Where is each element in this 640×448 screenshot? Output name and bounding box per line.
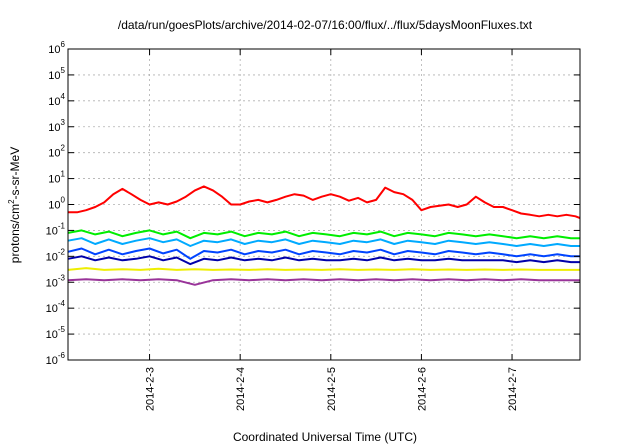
series-line-7 <box>67 278 580 286</box>
x-axis-label: Coordinated Universal Time (UTC) <box>233 430 417 444</box>
chart-title: /data/run/goesPlots/archive/2014-02-07/1… <box>118 18 533 32</box>
x-tick-label: 2014-2-6 <box>416 367 428 411</box>
x-tick-label: 2014-2-7 <box>507 367 519 411</box>
series-line-5 <box>67 255 580 266</box>
y-tick-label: 10-1 <box>46 221 66 237</box>
y-tick-label: 102 <box>48 144 65 160</box>
axis-ticks <box>68 48 580 361</box>
x-tick-label: 2014-2-4 <box>235 367 247 411</box>
x-tick-labels: 2014-2-3 2014-2-4 2014-2-5 2014-2-6 2014-2-7 <box>145 367 519 411</box>
series-line-3 <box>67 237 580 247</box>
y-tick-label: 106 <box>48 40 65 56</box>
series-group <box>67 185 581 286</box>
series-line-2 <box>67 229 580 240</box>
grid <box>68 49 580 360</box>
y-axis-label-sup: 2 <box>7 199 16 204</box>
series-line-4 <box>67 247 580 260</box>
y-tick-label: 10-5 <box>46 325 66 341</box>
series-line-6 <box>67 267 580 271</box>
y-tick-label: 10-4 <box>46 299 66 315</box>
y-tick-label: 101 <box>48 170 65 186</box>
y-axis-label-base: protons/cm <box>8 204 22 263</box>
y-tick-label: 105 <box>48 66 65 82</box>
y-tick-label: 104 <box>48 92 65 108</box>
y-tick-label: 10-2 <box>46 247 66 263</box>
y-tick-label: 10-3 <box>46 273 66 289</box>
x-tick-label: 2014-2-5 <box>326 367 338 411</box>
y-tick-labels: 10-6 10-5 10-4 10-3 10-2 10-1 100 101 102 103 104 1… <box>46 40 66 367</box>
x-tick-label: 2014-2-3 <box>145 367 157 411</box>
y-axis-label-tail: -s-sr-MeV <box>8 147 22 200</box>
series-line-1 <box>68 185 581 220</box>
y-tick-label: 103 <box>48 118 65 134</box>
y-tick-label: 10-6 <box>46 351 66 367</box>
y-tick-label: 100 <box>48 196 65 212</box>
y-axis-label: protons/cm2-s-sr-MeV <box>7 147 22 263</box>
